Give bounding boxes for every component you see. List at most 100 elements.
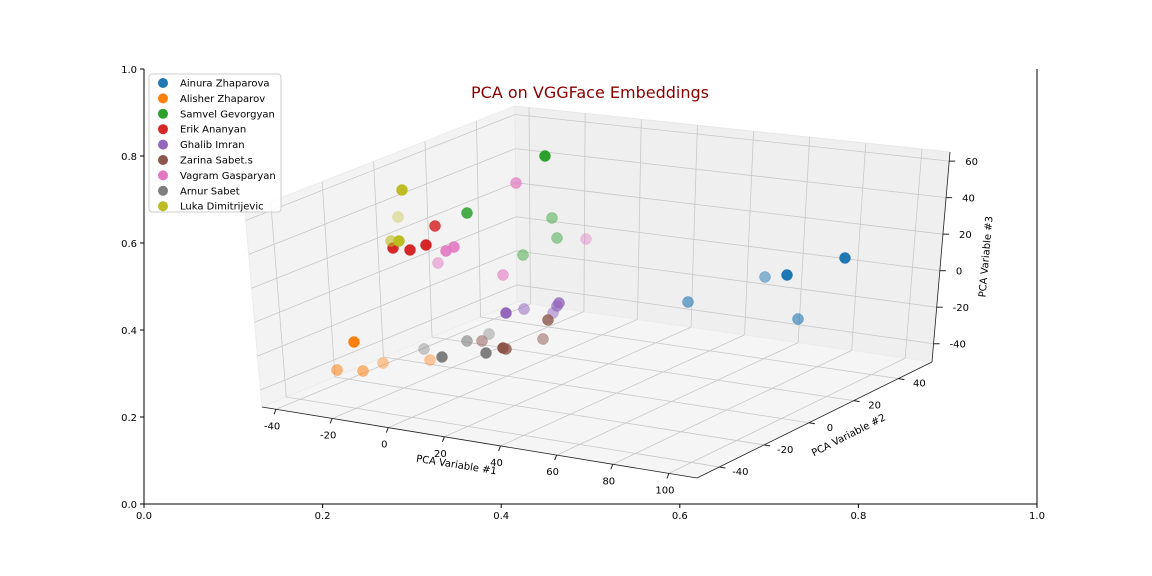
x-tick: [554, 454, 558, 461]
data-point: [839, 252, 851, 264]
x-tick-label: 100: [655, 485, 674, 496]
outer-y-tick-label: 0.6: [121, 239, 137, 250]
outer-y-tick-label: 0.8: [121, 152, 137, 163]
data-point: [396, 184, 408, 196]
data-point: [551, 232, 563, 244]
data-point: [357, 365, 369, 377]
legend-marker: [158, 124, 168, 135]
legend-marker: [158, 93, 168, 104]
x-tick: [610, 464, 614, 470]
data-point: [539, 150, 551, 162]
gridline: [245, 114, 516, 221]
outer-2d-axes: 0.0 0.2 0.4 0.6 0.8 1.0 0.0 0.2 0.4 0.6 0.8 1.0: [121, 65, 1045, 522]
z-axis-line: [931, 151, 951, 363]
data-point: [497, 269, 509, 281]
legend-marker: [158, 78, 168, 88]
outer-x-tick-label: 0.0: [136, 511, 152, 522]
gridline: [515, 182, 944, 235]
data-point: [480, 347, 492, 359]
outer-x-tick-label: 0.6: [672, 511, 688, 522]
gridline: [383, 356, 809, 424]
data-point: [404, 244, 416, 256]
data-point: [518, 303, 530, 315]
z-tick-label: 60: [965, 157, 978, 168]
y-tick-label: 20: [868, 401, 881, 412]
gridline: [851, 143, 867, 351]
gridline: [251, 182, 516, 289]
gridline: [500, 334, 745, 447]
legend: Ainura Zhaparova Alisher Zhaparov Samvel G…: [148, 73, 282, 213]
y-tick: [764, 444, 771, 447]
data-point: [546, 212, 558, 224]
gridline: [248, 148, 516, 255]
outer-x-tick-label: 0.8: [850, 511, 866, 522]
y-axis-line: [696, 361, 933, 479]
gridline: [424, 141, 433, 338]
x-tick: [273, 409, 277, 415]
legend-marker: [158, 155, 168, 165]
gridline: [904, 149, 923, 359]
data-point: [429, 220, 441, 232]
legend-label: Samvel Gevorgyan: [180, 109, 275, 120]
x-tick: [385, 427, 389, 433]
gridline: [254, 216, 517, 323]
data-point: [331, 364, 343, 376]
data-point: [682, 296, 694, 308]
data-point: [510, 177, 522, 189]
outer-x-tick-label: 1.0: [1029, 511, 1045, 522]
data-point: [377, 357, 389, 369]
gridline: [690, 125, 698, 328]
data-point: [424, 354, 436, 366]
data-point: [500, 307, 512, 319]
legend-marker: [158, 139, 168, 150]
gridline: [528, 107, 531, 304]
y-tick-label: -20: [777, 445, 793, 456]
x-tick-label: 60: [546, 467, 559, 478]
z-tick-label: -20: [953, 303, 969, 314]
y-axis-label: PCA Variable #2: [810, 412, 888, 459]
data-point: [537, 333, 549, 345]
legend-marker: [158, 201, 168, 212]
y-tick: [808, 422, 815, 425]
data-point: [461, 207, 473, 219]
data-point: [580, 233, 592, 245]
gridline: [260, 284, 517, 391]
legend-label: Alisher Zhaparov: [180, 94, 265, 105]
gridline: [321, 181, 336, 378]
legend-marker: [158, 185, 168, 196]
data-point: [500, 343, 512, 355]
x-tick: [441, 436, 445, 442]
gridline: [516, 216, 940, 272]
data-point: [759, 271, 771, 283]
gridline: [668, 357, 906, 474]
z-tick-label: 40: [962, 194, 975, 205]
data-point: [432, 257, 444, 269]
x-tick: [498, 445, 502, 452]
data-point: [436, 351, 448, 363]
data-point: [476, 335, 488, 347]
y-tick: [853, 400, 860, 403]
legend-marker: [158, 108, 168, 119]
x-tick-label: 40: [490, 458, 503, 469]
x-tick-label: 80: [602, 476, 615, 487]
gridline: [334, 376, 765, 446]
y-tick-label: 40: [913, 379, 926, 390]
legend-label: Erik Ananyan: [180, 125, 246, 136]
gridline: [480, 316, 899, 379]
z-tick-label: -40: [950, 340, 966, 351]
x-tick-label: 0: [381, 440, 387, 451]
x-tick-label: -40: [264, 421, 280, 432]
gridline: [637, 119, 642, 320]
z-tick-label: 20: [959, 230, 972, 241]
gridline: [515, 148, 947, 199]
legend-label: Vagram Gasparyan: [180, 171, 276, 182]
data-point: [461, 335, 473, 347]
gridline: [556, 342, 799, 456]
gridline: [270, 201, 287, 398]
gridline: [286, 396, 720, 468]
outer-x-tick-label: 0.2: [315, 511, 331, 522]
gridline: [444, 326, 692, 438]
legend-label: Ainura Zhaparova: [180, 79, 270, 90]
gridline: [744, 131, 754, 335]
legend-label: Luka Dimitrijevic: [180, 202, 264, 213]
